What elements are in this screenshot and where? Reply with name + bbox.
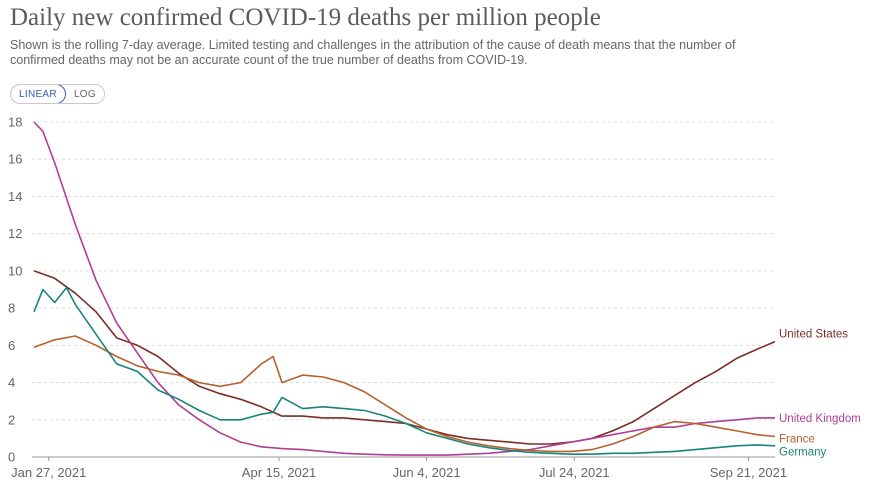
y-tick-label: 6 — [8, 338, 15, 353]
chart-subtitle: Shown is the rolling 7-day average. Limi… — [10, 38, 736, 67]
series-label: United States — [779, 329, 848, 341]
series-label: United Kingdom — [779, 413, 861, 425]
series-line — [33, 270, 776, 445]
y-tick-label: 0 — [8, 450, 15, 465]
linear-scale-button[interactable]: LINEAR — [10, 85, 66, 103]
scale-toggle: LINEAR LOG — [10, 84, 105, 104]
y-tick-label: 16 — [8, 152, 22, 167]
y-tick-label: 10 — [8, 263, 22, 278]
log-scale-button[interactable]: LOG — [65, 85, 104, 103]
x-tick-label: Jan 27, 2021 — [11, 465, 86, 480]
series-label: France — [779, 434, 815, 446]
series-line — [33, 121, 775, 456]
x-tick-label: Jul 24, 2021 — [539, 465, 610, 480]
y-tick-label: 18 — [8, 115, 22, 130]
y-tick-label: 8 — [8, 301, 15, 316]
y-tick-label: 12 — [8, 226, 22, 241]
x-tick-label: Jun 4, 2021 — [393, 465, 461, 480]
y-tick-label: 14 — [8, 189, 22, 204]
x-tick-label: Apr 15, 2021 — [242, 465, 316, 480]
series-label: Germany — [779, 447, 827, 459]
series-line — [33, 335, 776, 453]
series-line — [33, 286, 776, 455]
y-tick-label: 2 — [8, 412, 15, 427]
y-tick-label: 4 — [8, 375, 15, 390]
chart-title: Daily new confirmed COVID-19 deaths per … — [10, 4, 601, 31]
x-tick-label: Sep 21, 2021 — [710, 465, 787, 480]
